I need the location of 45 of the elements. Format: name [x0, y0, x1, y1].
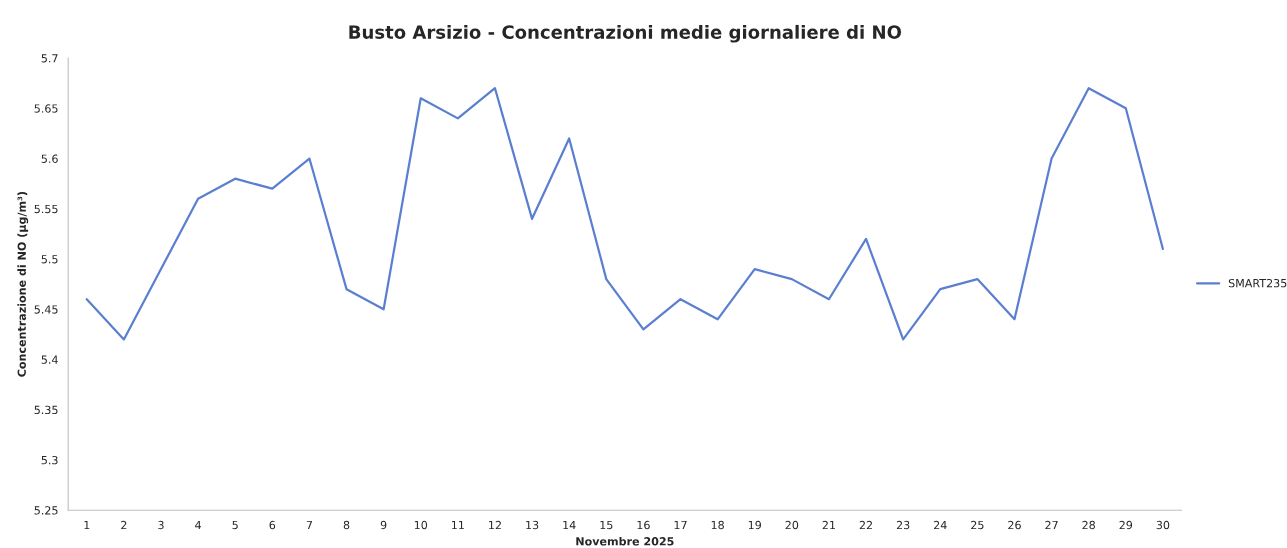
x-tick-label: 19 [748, 520, 762, 530]
y-axis-title: Concentrazione di NO (µg/m³) [17, 191, 29, 377]
x-tick-label: 16 [637, 520, 650, 530]
x-tick-label: 6 [269, 520, 276, 530]
y-tick-label: 5.4 [41, 355, 58, 364]
x-tick-label: 20 [785, 520, 799, 530]
x-tick-label: 8 [343, 520, 350, 530]
x-tick-label: 18 [711, 520, 724, 530]
y-tick-label: 5.35 [34, 405, 58, 415]
x-tick-label: 28 [1082, 520, 1095, 530]
x-tick-label: 29 [1119, 520, 1133, 530]
y-tick-label: 5.55 [34, 204, 58, 214]
x-tick-label: 24 [934, 520, 947, 530]
x-tick-label: 25 [971, 520, 984, 530]
y-tick-label: 5.6 [41, 154, 58, 163]
y-tick-label: 5.7 [41, 54, 58, 63]
x-tick-label: 15 [600, 520, 613, 530]
y-tick-label: 5.65 [34, 104, 58, 113]
x-tick-label: 9 [380, 520, 387, 530]
line-series [85, 87, 1165, 341]
x-tick-label: 13 [526, 520, 539, 530]
x-tick-label: 23 [896, 520, 910, 530]
x-tick-label: 7 [306, 520, 312, 530]
x-tick-label: 1 [84, 520, 90, 530]
y-tick-label: 5.25 [34, 506, 58, 515]
x-tick-label: 22 [859, 520, 872, 530]
legend-label: SMART235 [1228, 278, 1287, 288]
x-tick-label: 30 [1156, 520, 1170, 530]
y-tick-label: 5.3 [41, 455, 58, 465]
x-tick-label: 26 [1008, 520, 1021, 530]
x-tick-label: 21 [822, 520, 835, 530]
x-tick-label: 27 [1045, 520, 1058, 530]
y-tick-label: 5.45 [34, 305, 58, 314]
x-axis-title: Novembre 2025 [576, 536, 674, 546]
x-tick-label: 12 [489, 520, 501, 530]
x-tick-label: 3 [158, 520, 164, 530]
x-tick-label: 10 [414, 520, 428, 530]
x-tick-label: 2 [121, 520, 127, 530]
chart-title: Busto Arsizio - Concentrazioni medie giornaliere di NO [349, 24, 902, 43]
x-tick-label: 5 [232, 520, 238, 530]
x-tick-label: 17 [674, 520, 687, 530]
x-tick-label: 11 [452, 520, 464, 530]
x-tick-label: 4 [195, 520, 201, 530]
x-tick-label: 14 [563, 520, 576, 530]
y-tick-label: 5.5 [41, 255, 58, 264]
